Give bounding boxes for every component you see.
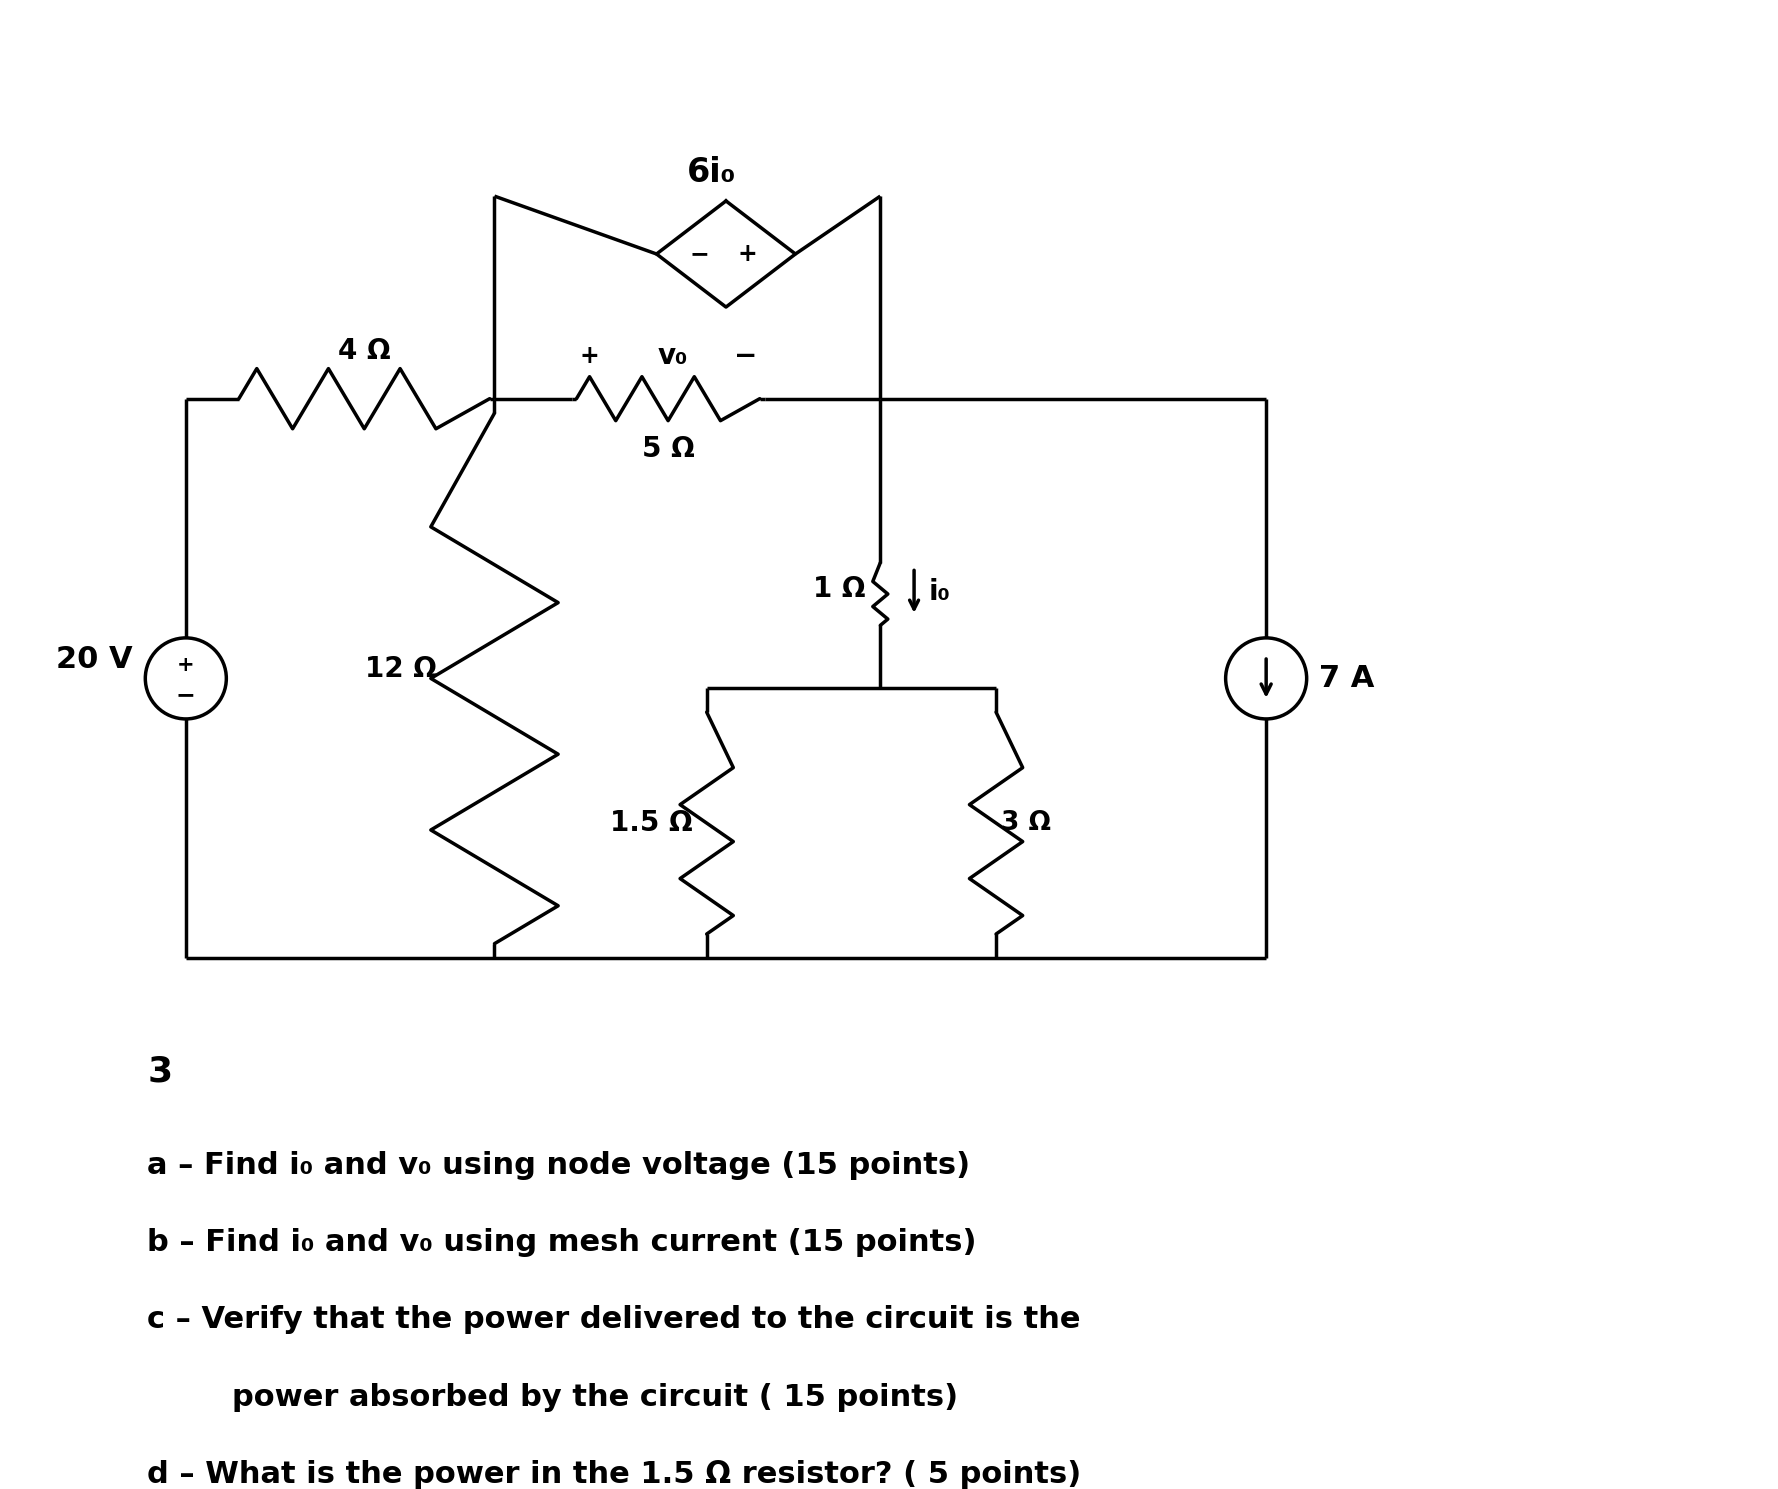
Text: +: + [580,344,599,368]
Text: i₀: i₀ [928,578,949,606]
Text: +: + [178,655,194,675]
Text: c – Verify that the power delivered to the circuit is the: c – Verify that the power delivered to t… [148,1306,1081,1334]
Text: −: − [690,243,709,267]
Text: 3 Ω: 3 Ω [1001,810,1051,837]
Text: 1.5 Ω: 1.5 Ω [610,809,692,837]
Text: 6i₀: 6i₀ [686,156,736,189]
Text: a – Find i₀ and v₀ using node voltage (15 points): a – Find i₀ and v₀ using node voltage (1… [148,1151,971,1181]
Text: 12 Ω: 12 Ω [364,655,437,683]
Text: −: − [734,342,757,369]
Text: +: + [738,243,757,267]
Text: b – Find i₀ and v₀ using mesh current (15 points): b – Find i₀ and v₀ using mesh current (1… [148,1228,976,1257]
Text: 3: 3 [148,1054,172,1088]
Text: v₀: v₀ [658,342,688,369]
Text: d – What is the power in the 1.5 Ω resistor? ( 5 points): d – What is the power in the 1.5 Ω resis… [148,1459,1081,1489]
Text: 5 Ω: 5 Ω [642,435,695,463]
Text: 20 V: 20 V [57,645,133,673]
Text: 7 A: 7 A [1319,664,1374,692]
Text: power absorbed by the circuit ( 15 points): power absorbed by the circuit ( 15 point… [148,1383,958,1412]
Text: −: − [176,683,196,707]
Text: 4 Ω: 4 Ω [338,337,391,365]
Text: 1 Ω: 1 Ω [813,575,866,603]
